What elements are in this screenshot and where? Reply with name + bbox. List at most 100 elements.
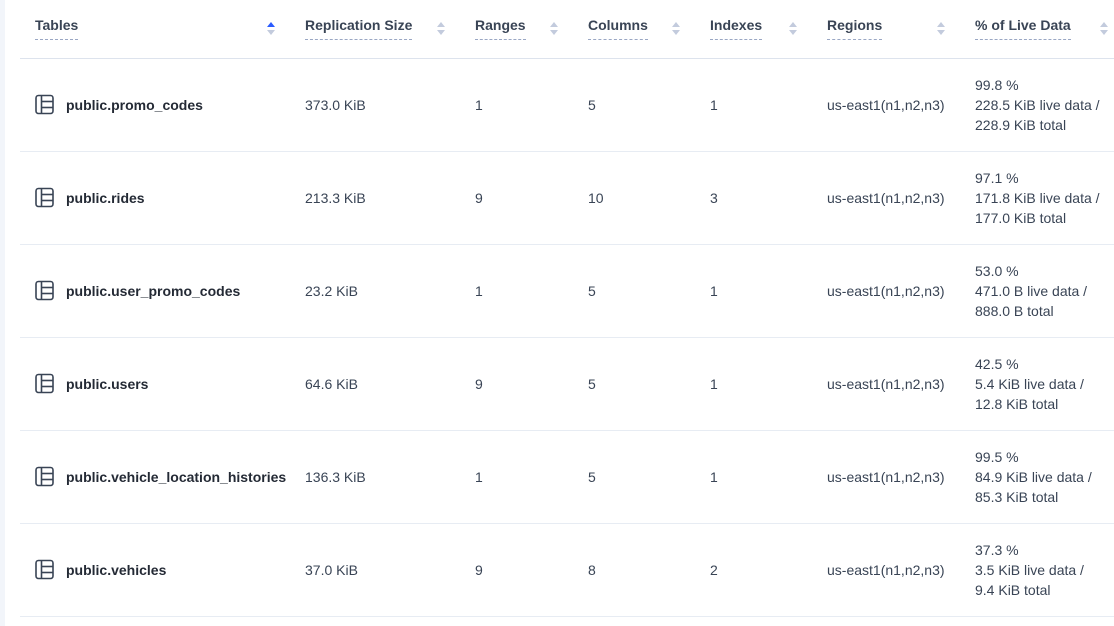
sort-arrows-icon[interactable] — [267, 22, 275, 36]
table-name-cell: public.rides — [20, 151, 295, 245]
column-header-replication-size[interactable]: Replication Size — [295, 0, 465, 59]
sort-desc-icon — [550, 30, 558, 36]
sort-desc-icon — [789, 30, 797, 36]
table-name-cell: public.promo_codes — [20, 58, 295, 152]
live-percent: 99.8 % — [975, 76, 1019, 93]
column-header-tables-label: Tables — [35, 17, 79, 41]
live-percent: 53.0 % — [975, 262, 1019, 279]
indexes-cell: 1 — [700, 58, 817, 152]
column-header-live-data-label: % of Live Data — [975, 17, 1071, 41]
table-name-link[interactable]: public.rides — [66, 189, 145, 206]
live-data-cell: 53.0 % 471.0 B live data / 888.0 B total — [965, 244, 1114, 338]
replication-size-cell: 136.3 KiB — [295, 430, 465, 524]
column-header-indexes[interactable]: Indexes — [700, 0, 817, 59]
column-header-regions[interactable]: Regions — [817, 0, 965, 59]
live-data-amount: 471.0 B live data / — [975, 282, 1088, 299]
live-total-amount: 177.0 KiB total — [975, 209, 1067, 226]
replication-size-cell: 64.6 KiB — [295, 337, 465, 431]
table-name-link[interactable]: public.promo_codes — [66, 96, 203, 113]
live-total-amount: 888.0 B total — [975, 302, 1054, 319]
sort-asc-icon — [267, 22, 275, 28]
regions-cell: us-east1(n1,n2,n3) — [817, 244, 965, 338]
column-header-replication-size-label: Replication Size — [305, 17, 413, 41]
table-row: public.vehicle_location_histories 136.3 … — [20, 430, 1114, 524]
page-left-gutter — [0, 0, 5, 626]
columns-cell: 5 — [578, 58, 700, 152]
column-header-live-data[interactable]: % of Live Data — [965, 0, 1114, 59]
live-data-cell: 99.8 % 228.5 KiB live data / 228.9 KiB t… — [965, 58, 1114, 152]
indexes-cell: 1 — [700, 244, 817, 338]
column-header-indexes-label: Indexes — [710, 17, 763, 41]
table-icon — [35, 94, 54, 115]
sort-asc-icon — [937, 22, 945, 28]
indexes-cell: 1 — [700, 337, 817, 431]
indexes-cell: 3 — [700, 151, 817, 245]
sort-asc-icon — [550, 22, 558, 28]
columns-cell: 10 — [578, 151, 700, 245]
sort-asc-icon — [789, 22, 797, 28]
column-header-columns[interactable]: Columns — [578, 0, 700, 59]
column-header-regions-label: Regions — [827, 17, 883, 41]
live-total-amount: 9.4 KiB total — [975, 581, 1051, 598]
sort-desc-icon — [437, 30, 445, 36]
table-name-cell: public.vehicle_location_histories — [20, 430, 295, 524]
sort-arrows-icon[interactable] — [437, 22, 445, 36]
live-percent: 99.5 % — [975, 448, 1019, 465]
regions-cell: us-east1(n1,n2,n3) — [817, 151, 965, 245]
ranges-cell: 9 — [465, 523, 578, 617]
live-data-amount: 84.9 KiB live data / — [975, 468, 1092, 485]
live-percent: 42.5 % — [975, 355, 1019, 372]
regions-cell: us-east1(n1,n2,n3) — [817, 58, 965, 152]
regions-cell: us-east1(n1,n2,n3) — [817, 337, 965, 431]
live-data-cell: 97.1 % 171.8 KiB live data / 177.0 KiB t… — [965, 151, 1114, 245]
live-data-cell: 42.5 % 5.4 KiB live data / 12.8 KiB tota… — [965, 337, 1114, 431]
table-row: public.user_promo_codes 23.2 KiB 1 5 1 u… — [20, 244, 1114, 338]
live-data-amount: 228.5 KiB live data / — [975, 96, 1100, 113]
table-name-link[interactable]: public.users — [66, 375, 149, 392]
regions-cell: us-east1(n1,n2,n3) — [817, 430, 965, 524]
sort-asc-icon — [672, 22, 680, 28]
table-name-link[interactable]: public.vehicle_location_histories — [66, 468, 287, 485]
tables-list: Tables Replication Size Ranges — [20, 0, 1114, 617]
tables-table: Tables Replication Size Ranges — [20, 0, 1114, 617]
sort-asc-icon — [1100, 22, 1108, 28]
column-header-tables[interactable]: Tables — [20, 0, 295, 59]
sort-desc-icon — [1100, 30, 1108, 36]
table-name-cell: public.vehicles — [20, 523, 295, 617]
columns-cell: 5 — [578, 244, 700, 338]
sort-desc-icon — [267, 30, 275, 36]
columns-cell: 8 — [578, 523, 700, 617]
ranges-cell: 9 — [465, 151, 578, 245]
replication-size-cell: 23.2 KiB — [295, 244, 465, 338]
ranges-cell: 1 — [465, 58, 578, 152]
table-name-link[interactable]: public.user_promo_codes — [66, 282, 241, 299]
replication-size-cell: 37.0 KiB — [295, 523, 465, 617]
sort-arrows-icon[interactable] — [937, 22, 945, 36]
sort-arrows-icon[interactable] — [1100, 22, 1108, 36]
live-data-cell: 37.3 % 3.5 KiB live data / 9.4 KiB total — [965, 523, 1114, 617]
table-row: public.vehicles 37.0 KiB 9 8 2 us-east1(… — [20, 523, 1114, 617]
live-total-amount: 85.3 KiB total — [975, 488, 1059, 505]
sort-desc-icon — [937, 30, 945, 36]
live-percent: 37.3 % — [975, 541, 1019, 558]
columns-cell: 5 — [578, 430, 700, 524]
ranges-cell: 1 — [465, 244, 578, 338]
table-row: public.users 64.6 KiB 9 5 1 us-east1(n1,… — [20, 337, 1114, 431]
live-data-cell: 99.5 % 84.9 KiB live data / 85.3 KiB tot… — [965, 430, 1114, 524]
table-icon — [35, 466, 54, 487]
table-row: public.promo_codes 373.0 KiB 1 5 1 us-ea… — [20, 58, 1114, 152]
sort-arrows-icon[interactable] — [672, 22, 680, 36]
table-row: public.rides 213.3 KiB 9 10 3 us-east1(n… — [20, 151, 1114, 245]
indexes-cell: 1 — [700, 430, 817, 524]
live-total-amount: 228.9 KiB total — [975, 116, 1067, 133]
table-icon — [35, 559, 54, 580]
table-name-link[interactable]: public.vehicles — [66, 561, 167, 578]
columns-cell: 5 — [578, 337, 700, 431]
column-header-ranges[interactable]: Ranges — [465, 0, 578, 59]
column-header-columns-label: Columns — [588, 17, 648, 41]
replication-size-cell: 213.3 KiB — [295, 151, 465, 245]
sort-arrows-icon[interactable] — [550, 22, 558, 36]
live-percent: 97.1 % — [975, 169, 1019, 186]
live-data-amount: 171.8 KiB live data / — [975, 189, 1100, 206]
sort-arrows-icon[interactable] — [789, 22, 797, 36]
